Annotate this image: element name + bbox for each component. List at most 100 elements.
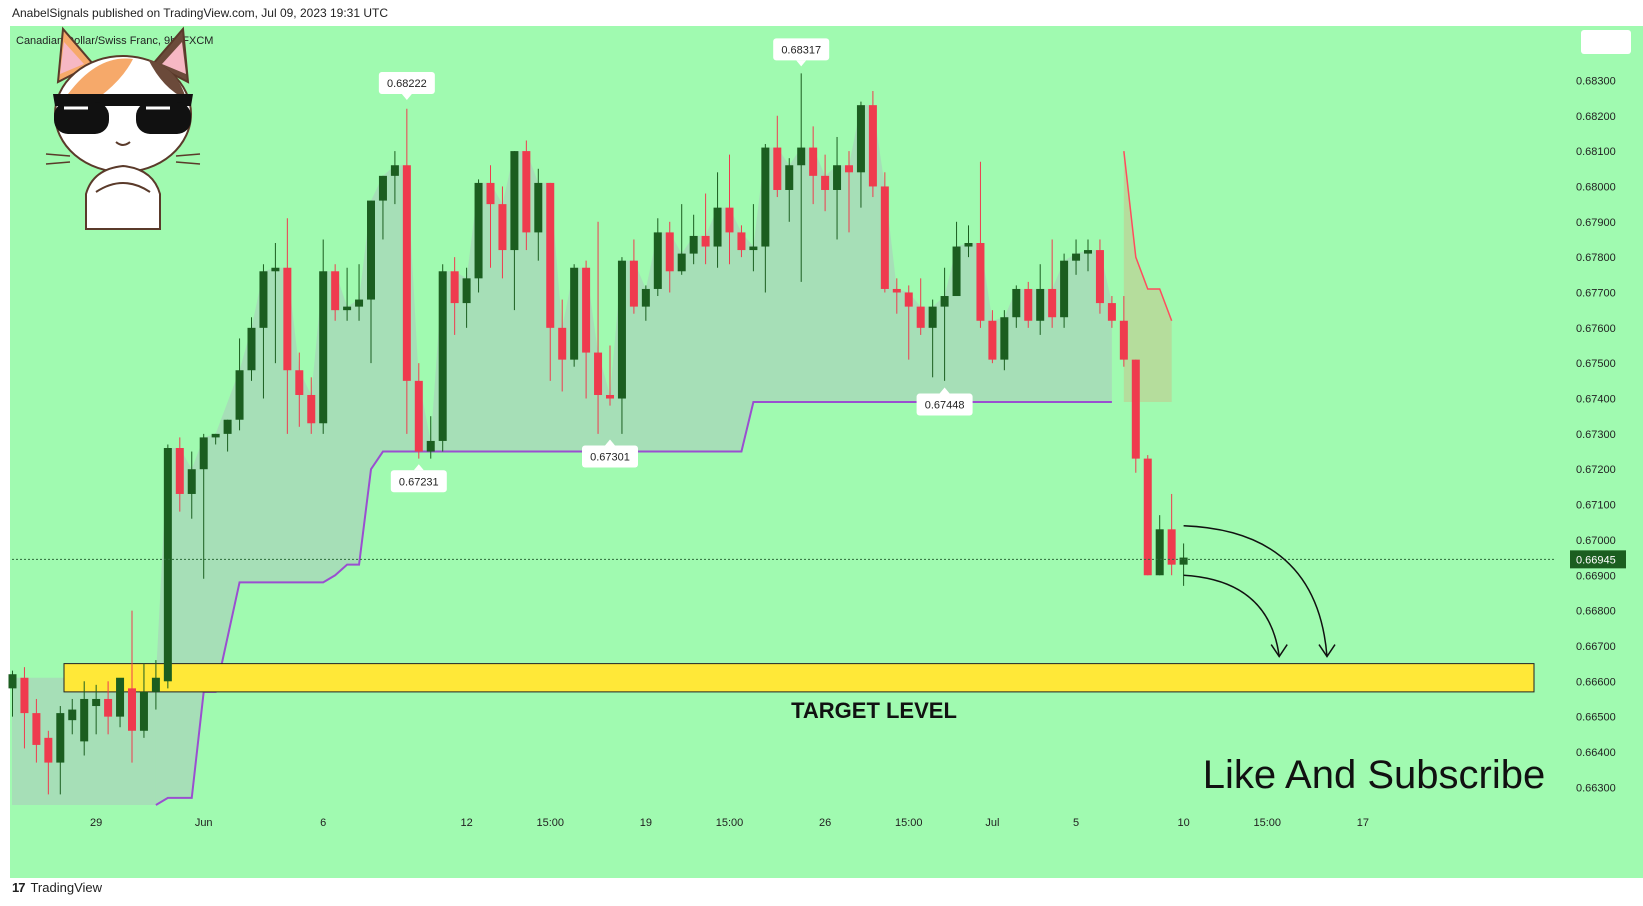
candle[interactable] bbox=[390, 151, 399, 205]
candle[interactable] bbox=[892, 278, 901, 314]
candle[interactable] bbox=[247, 317, 256, 381]
candle[interactable] bbox=[1036, 264, 1045, 335]
candle[interactable] bbox=[570, 264, 579, 367]
candle[interactable] bbox=[223, 419, 232, 452]
candle[interactable] bbox=[1131, 359, 1140, 473]
candle[interactable] bbox=[845, 151, 853, 233]
candle[interactable] bbox=[307, 377, 316, 434]
candle[interactable] bbox=[880, 172, 889, 293]
candle[interactable] bbox=[964, 225, 973, 258]
candle[interactable] bbox=[558, 299, 567, 392]
candle[interactable] bbox=[701, 193, 710, 265]
candle[interactable] bbox=[163, 444, 172, 689]
candle[interactable] bbox=[522, 140, 531, 251]
candle[interactable] bbox=[773, 115, 782, 198]
candle[interactable] bbox=[80, 681, 89, 756]
candle[interactable] bbox=[988, 310, 997, 364]
candle[interactable] bbox=[689, 214, 698, 265]
candle[interactable] bbox=[343, 267, 352, 321]
candle[interactable] bbox=[402, 108, 411, 434]
candle[interactable] bbox=[414, 363, 423, 459]
candle[interactable] bbox=[737, 225, 746, 258]
candle[interactable] bbox=[582, 260, 591, 399]
candle[interactable] bbox=[641, 285, 650, 321]
candle[interactable] bbox=[104, 681, 113, 735]
candle[interactable] bbox=[1107, 296, 1116, 328]
candle[interactable] bbox=[856, 101, 865, 208]
candle[interactable] bbox=[1000, 310, 1009, 371]
candle[interactable] bbox=[426, 416, 435, 459]
candle[interactable] bbox=[821, 154, 830, 212]
candle[interactable] bbox=[68, 698, 77, 735]
candle[interactable] bbox=[139, 663, 148, 738]
candle[interactable] bbox=[116, 677, 125, 728]
candle[interactable] bbox=[1143, 455, 1152, 576]
candle[interactable] bbox=[629, 239, 638, 314]
candle[interactable] bbox=[1060, 253, 1069, 328]
candle[interactable] bbox=[749, 204, 758, 272]
candle[interactable] bbox=[462, 267, 471, 328]
candle[interactable] bbox=[355, 264, 364, 321]
candle[interactable] bbox=[904, 285, 913, 360]
candle[interactable] bbox=[534, 168, 543, 261]
candle[interactable] bbox=[474, 179, 483, 293]
candle[interactable] bbox=[271, 243, 280, 364]
candle[interactable] bbox=[665, 221, 674, 293]
candle[interactable] bbox=[510, 151, 519, 311]
candle[interactable] bbox=[187, 451, 196, 519]
chart-frame[interactable]: Canadian Dollar/Swiss Franc, 9h, FXCM 0.… bbox=[0, 26, 1643, 878]
candle[interactable] bbox=[1012, 285, 1021, 328]
candle[interactable] bbox=[319, 239, 328, 434]
candle[interactable] bbox=[546, 182, 555, 381]
candle[interactable] bbox=[486, 165, 495, 268]
candle[interactable] bbox=[498, 186, 507, 279]
candle[interactable] bbox=[211, 433, 220, 445]
candle[interactable] bbox=[128, 610, 136, 763]
candle[interactable] bbox=[331, 264, 340, 321]
candle[interactable] bbox=[617, 257, 626, 434]
candle[interactable] bbox=[1167, 493, 1176, 576]
candle[interactable] bbox=[761, 144, 770, 293]
price-chart[interactable]: Canadian Dollar/Swiss Franc, 9h, FXCM 0.… bbox=[0, 26, 1643, 878]
candle[interactable] bbox=[235, 338, 244, 431]
candle[interactable] bbox=[259, 264, 268, 399]
candle[interactable] bbox=[868, 91, 877, 198]
candle[interactable] bbox=[1155, 515, 1164, 576]
candle[interactable] bbox=[151, 660, 160, 710]
candle[interactable] bbox=[378, 175, 387, 240]
candle[interactable] bbox=[1095, 239, 1104, 314]
candle[interactable] bbox=[44, 730, 53, 795]
candle[interactable] bbox=[1119, 296, 1128, 367]
candle[interactable] bbox=[594, 221, 603, 434]
candle[interactable] bbox=[1024, 281, 1033, 328]
candle[interactable] bbox=[1072, 239, 1081, 275]
candle[interactable] bbox=[797, 73, 806, 282]
candle[interactable] bbox=[32, 698, 41, 763]
candle[interactable] bbox=[916, 278, 925, 335]
candle[interactable] bbox=[175, 437, 184, 512]
candle[interactable] bbox=[713, 172, 722, 268]
candle[interactable] bbox=[606, 345, 614, 406]
candle[interactable] bbox=[833, 136, 842, 240]
candle[interactable] bbox=[940, 267, 949, 381]
candle[interactable] bbox=[8, 670, 17, 717]
candle[interactable] bbox=[677, 204, 686, 275]
candle[interactable] bbox=[785, 158, 794, 222]
candle[interactable] bbox=[653, 218, 662, 297]
candle[interactable] bbox=[20, 667, 29, 749]
candle[interactable] bbox=[295, 352, 304, 427]
candle[interactable] bbox=[199, 433, 208, 579]
candle[interactable] bbox=[952, 221, 961, 297]
candle[interactable] bbox=[56, 706, 65, 795]
candle[interactable] bbox=[1179, 543, 1188, 586]
candle[interactable] bbox=[1048, 239, 1057, 328]
candle[interactable] bbox=[450, 257, 459, 335]
candle[interactable] bbox=[725, 154, 734, 265]
candle[interactable] bbox=[976, 161, 985, 328]
candle[interactable] bbox=[283, 218, 292, 434]
candle[interactable] bbox=[1084, 239, 1092, 272]
candle[interactable] bbox=[92, 684, 101, 735]
candle[interactable] bbox=[367, 200, 375, 364]
candle[interactable] bbox=[928, 299, 937, 378]
candle[interactable] bbox=[438, 264, 447, 452]
